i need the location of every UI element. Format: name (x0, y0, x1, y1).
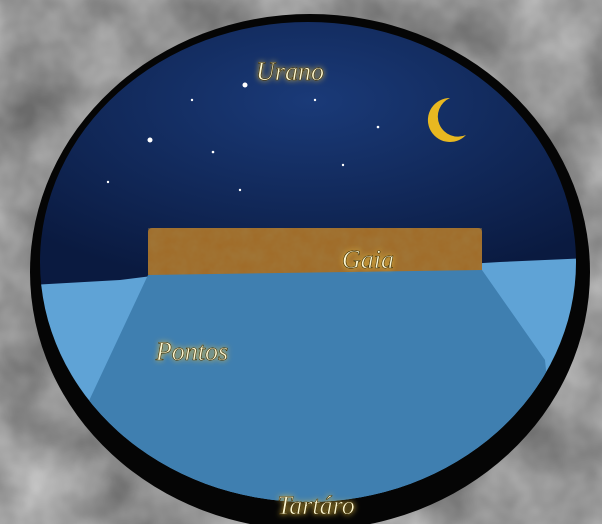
sea (60, 270, 560, 502)
stars (106, 82, 380, 192)
labels: Urano Gaia Pontos Tartáro (155, 57, 395, 521)
label-urano: Urano (256, 57, 324, 86)
earth-texture (148, 228, 482, 278)
label-pontos: Pontos (155, 337, 228, 366)
moon (427, 97, 466, 142)
label-gaia: Gaia (342, 245, 394, 274)
label-tartaro: Tartáro (277, 491, 355, 520)
